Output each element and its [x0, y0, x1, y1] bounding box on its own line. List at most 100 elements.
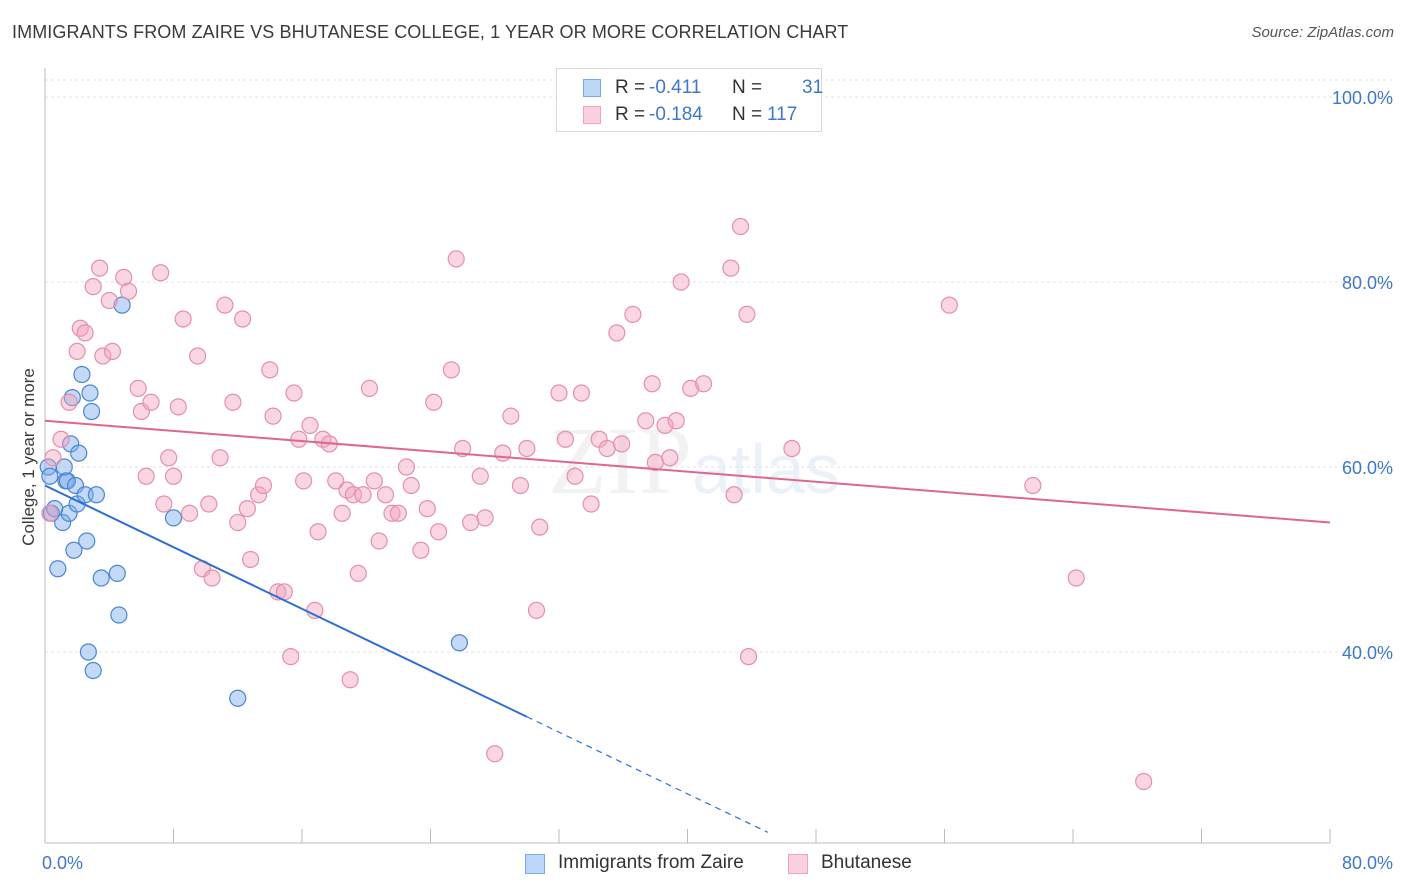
zaire-swatch [583, 79, 601, 97]
bhutanese-point-19 [155, 495, 173, 513]
bhutanese-point-30 [216, 296, 234, 314]
bhutanese-point-7 [84, 278, 102, 296]
zaire-point-25 [164, 509, 183, 527]
bhutanese-legend-swatch [788, 854, 808, 874]
bhutanese-point-39 [264, 407, 282, 425]
zaire-legend-label: Immigrants from Zaire [558, 852, 744, 873]
bhutanese-point-45 [295, 472, 313, 490]
bhutanese-point-25 [188, 347, 207, 365]
bhutanese-point-36 [250, 486, 268, 504]
bhutanese-point-32 [229, 513, 247, 532]
bhutanese-point-111 [1135, 772, 1153, 791]
bhutanese-point-20 [160, 449, 178, 467]
bhutanese-point-83 [550, 384, 568, 402]
watermark-zip: ZIP [548, 407, 692, 514]
bhutanese-point-90 [608, 324, 626, 342]
zaire-point-21 [92, 569, 110, 587]
bhutanese-point-96 [656, 416, 674, 434]
source-credit: Source: ZipAtlas.com [1251, 24, 1394, 41]
bhutanese-point-37 [254, 476, 273, 495]
bhutanese-point-94 [643, 375, 661, 393]
x-tick-label-min: 0.0% [42, 853, 83, 873]
bhutanese-point-18 [152, 264, 170, 282]
y-tick-label-100: 100.0% [1332, 88, 1393, 108]
bhutanese-point-73 [462, 513, 480, 532]
bhutanese-point-103 [725, 486, 743, 504]
bhutanese-point-107 [783, 439, 801, 458]
zaire-point-6 [58, 472, 77, 490]
zaire-point-9 [63, 389, 81, 407]
zaire-point-16 [78, 532, 96, 550]
bhutanese-point-35 [242, 550, 260, 569]
bhutanese-point-108 [940, 296, 958, 314]
watermark-atlas: atlas [692, 430, 840, 508]
bhutanese-n-value: 117 [767, 104, 798, 125]
bhutanese-point-3 [60, 393, 78, 411]
bhutanese-point-5 [71, 319, 89, 337]
bhutanese-point-101 [694, 375, 713, 393]
bhutanese-point-93 [637, 412, 655, 430]
zaire-point-22 [108, 564, 126, 582]
bhutanese-point-74 [471, 467, 489, 485]
bhutanese-point-63 [389, 504, 407, 522]
bhutanese-point-89 [598, 439, 616, 458]
n-label: N = [732, 104, 763, 125]
zaire-point-13 [70, 444, 88, 462]
bhutanese-point-67 [418, 500, 436, 518]
bhutanese-point-14 [129, 379, 147, 397]
trend-lines [44, 419, 1331, 833]
zaire-trend-extension [526, 716, 769, 833]
zaire-point-18 [81, 384, 99, 402]
bhutanese-point-46 [301, 416, 319, 434]
bhutanese-point-54 [341, 671, 359, 689]
bhutanese-point-99 [672, 273, 690, 291]
stats-legend: R = -0.411 N = 31 R = -0.184 N = 117 [556, 68, 824, 132]
bhutanese-point-105 [738, 305, 756, 323]
bhutanese-point-31 [224, 393, 242, 411]
bhutanese-point-82 [527, 601, 546, 619]
bhutanese-point-68 [425, 393, 443, 411]
bhutanese-point-56 [349, 564, 367, 582]
bhutanese-point-24 [180, 504, 199, 522]
bhutanese-point-27 [200, 495, 218, 513]
bhutanese-point-106 [739, 648, 758, 666]
watermark: ZIPatlas [548, 405, 840, 516]
bhutanese-point-66 [412, 541, 430, 559]
bhutanese-point-62 [383, 504, 401, 522]
y-tick-label-80: 80.0% [1342, 273, 1393, 293]
n-label: N = [732, 77, 763, 98]
bhutanese-point-69 [429, 523, 448, 541]
bhutanese-point-60 [370, 532, 388, 550]
bhutanese-point-55 [344, 486, 362, 504]
bhutanese-point-33 [233, 310, 252, 328]
bhutanese-point-110 [1067, 569, 1085, 587]
zaire-point-20 [84, 661, 102, 680]
r-label: R = [615, 77, 646, 98]
bhutanese-point-9 [94, 347, 112, 365]
zaire-point-30 [87, 486, 106, 504]
zaire-point-10 [65, 541, 83, 559]
bhutanese-point-34 [238, 500, 256, 518]
bhutanese-point-21 [164, 467, 183, 485]
y-tick-label-40: 40.0% [1342, 643, 1393, 663]
bhutanese-point-38 [261, 361, 279, 379]
y-axis-title: College, 1 year or more [19, 368, 38, 546]
zaire-n-value: 31 [802, 77, 824, 98]
bhutanese-point-98 [667, 412, 685, 430]
bhutanese-point-6 [76, 324, 94, 342]
zaire-points [39, 296, 469, 707]
bhutanese-point-81 [531, 518, 549, 536]
bhutanese-point-84 [556, 430, 575, 448]
bhutanese-point-77 [494, 444, 512, 462]
zaire-point-4 [54, 513, 72, 532]
axes [44, 68, 1331, 844]
bhutanese-point-0 [41, 504, 59, 522]
bhutanese-point-100 [682, 379, 700, 397]
bhutanese-point-58 [360, 379, 379, 397]
bhutanese-point-87 [582, 495, 600, 513]
bhutanese-point-92 [624, 305, 642, 323]
zaire-point-1 [41, 467, 59, 485]
bhutanese-point-10 [100, 291, 118, 310]
bhutanese-point-109 [1024, 476, 1042, 495]
